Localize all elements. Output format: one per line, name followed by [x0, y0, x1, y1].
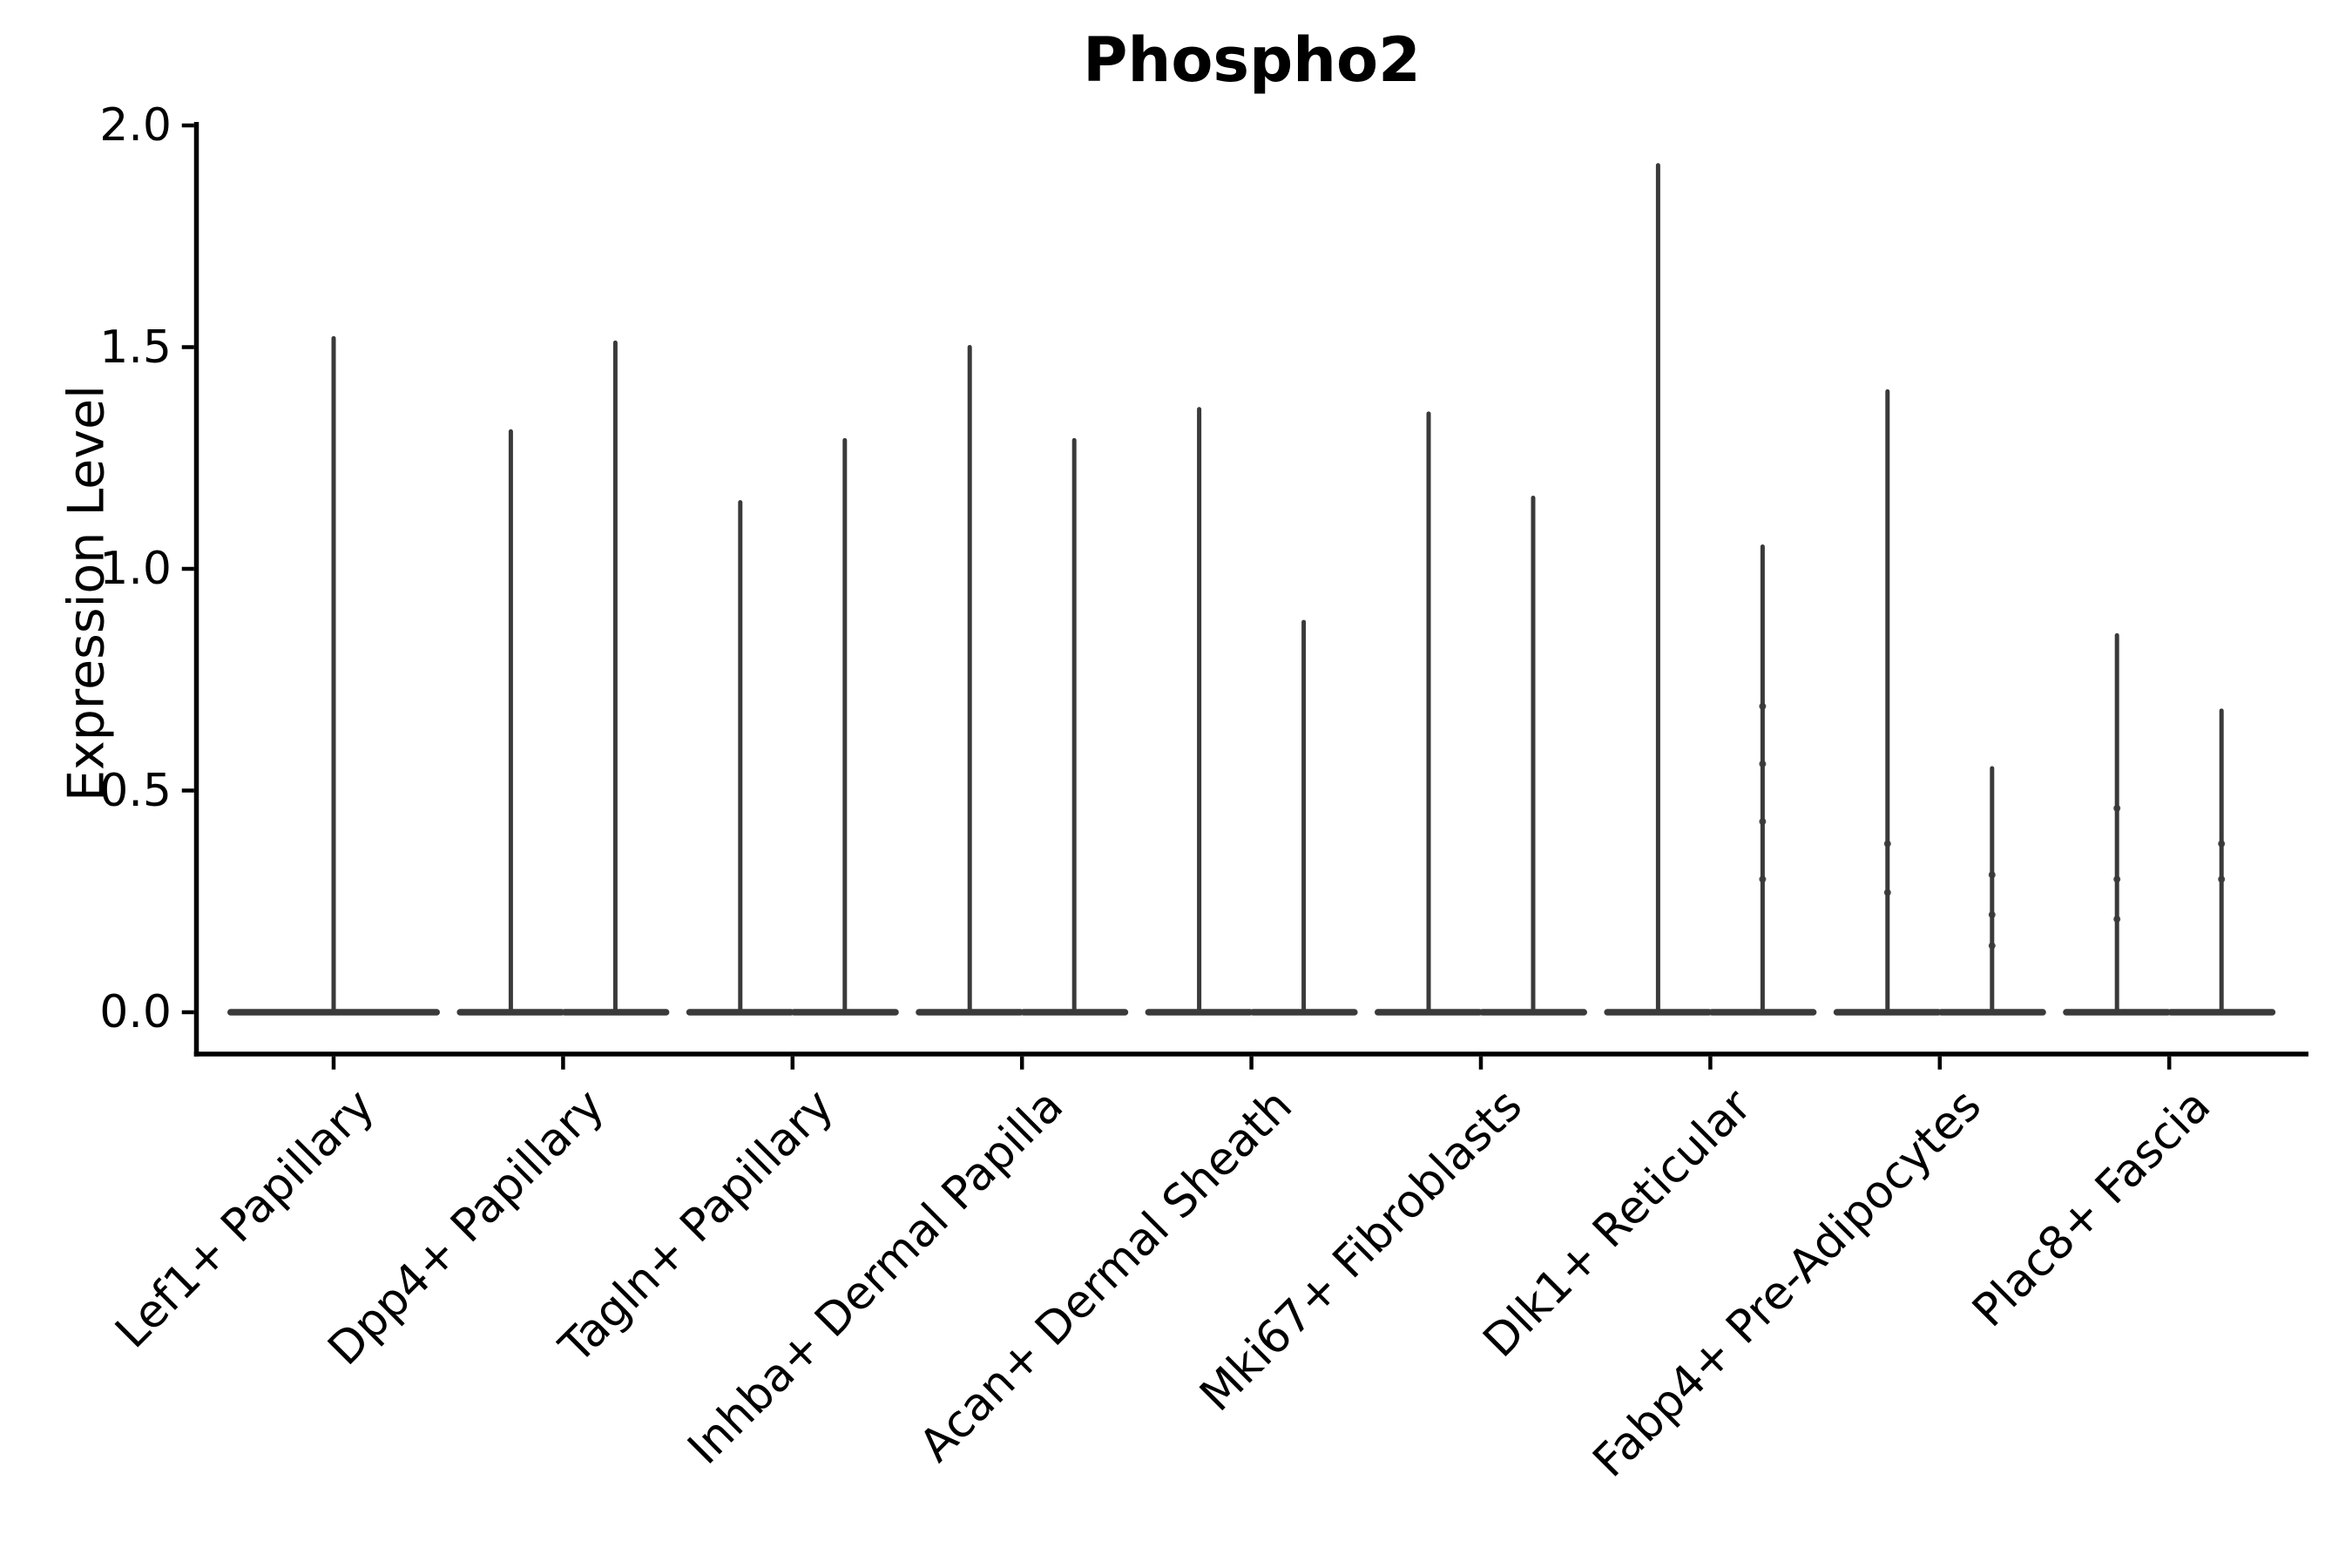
x-tick-mark [1478, 1056, 1484, 1070]
x-tick-mark [1708, 1056, 1713, 1070]
y-tick-mark [181, 566, 194, 571]
expression-point [2113, 804, 2121, 812]
expression-point [1988, 871, 1996, 879]
y-tick-mark [181, 1010, 194, 1015]
chart-title: Phospho2 [1083, 24, 1421, 96]
x-tick-mark [561, 1056, 565, 1070]
y-tick-label: 1.5 [99, 321, 172, 374]
expression-point [1759, 702, 1767, 710]
expression-point [1883, 840, 1891, 848]
x-tick-mark [1937, 1056, 1943, 1070]
expression-point [2218, 840, 2226, 848]
x-tick-mark [331, 1056, 336, 1070]
y-tick-mark [181, 788, 194, 793]
y-tick-label: 1.0 [99, 543, 172, 595]
y-tick-mark [181, 345, 194, 349]
expression-point [1759, 875, 1767, 883]
y-tick-label: 0.5 [99, 764, 172, 817]
expression-point [1988, 942, 1996, 950]
y-tick-mark [181, 123, 194, 128]
expression-point [1883, 889, 1891, 896]
x-tick-mark [790, 1056, 795, 1070]
x-tick-mark [1249, 1056, 1254, 1070]
expression-point [1759, 818, 1767, 826]
expression-point [1759, 760, 1767, 767]
expression-point [2113, 916, 2121, 923]
x-tick-mark [2166, 1056, 2172, 1070]
expression-point [1988, 911, 1996, 919]
y-axis-spine [193, 122, 199, 1057]
x-tick-mark [1019, 1056, 1024, 1070]
y-tick-label: 0.0 [99, 986, 172, 1038]
expression-point [2218, 875, 2226, 883]
x-axis-spine [193, 1051, 2308, 1057]
expression-point [2113, 875, 2121, 883]
y-tick-label: 2.0 [99, 99, 172, 152]
